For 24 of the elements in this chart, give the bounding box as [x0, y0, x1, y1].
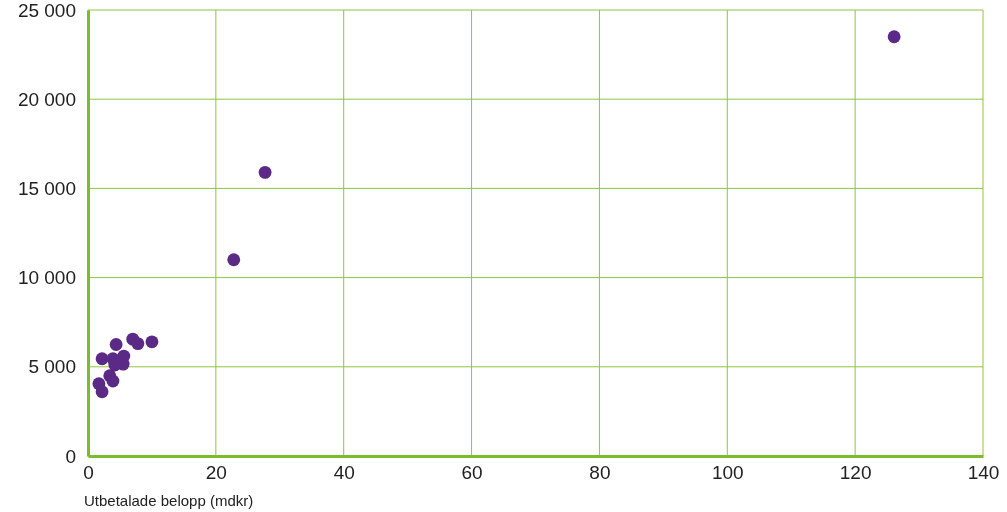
point — [145, 335, 159, 349]
y-tick-label: 20 000 — [17, 88, 76, 110]
x-tick-label: 120 — [839, 462, 872, 484]
y-tick-label: 10 000 — [17, 267, 76, 289]
x-axis-title: Utbetalade belopp (mdkr) — [84, 492, 254, 509]
point — [109, 338, 123, 351]
y-tick-label: 5 000 — [28, 356, 76, 378]
x-tick-label: 140 — [967, 462, 1000, 484]
x-tick-label: 20 — [205, 462, 227, 484]
point — [258, 165, 272, 179]
point — [131, 337, 145, 351]
x-tick-label: 60 — [461, 462, 483, 484]
point — [95, 352, 109, 366]
x-tick-label: 0 — [83, 462, 94, 484]
x-tick-label: 40 — [333, 462, 355, 484]
point — [95, 385, 109, 399]
x-tick-label: 100 — [711, 462, 744, 484]
y-tick-label: 0 — [65, 445, 76, 467]
point — [887, 30, 901, 44]
y-tick-label: 25 000 — [17, 0, 76, 21]
point — [106, 374, 120, 388]
y-tick-label: 15 000 — [17, 177, 76, 199]
point — [227, 253, 241, 267]
x-tick-label: 80 — [589, 462, 611, 484]
